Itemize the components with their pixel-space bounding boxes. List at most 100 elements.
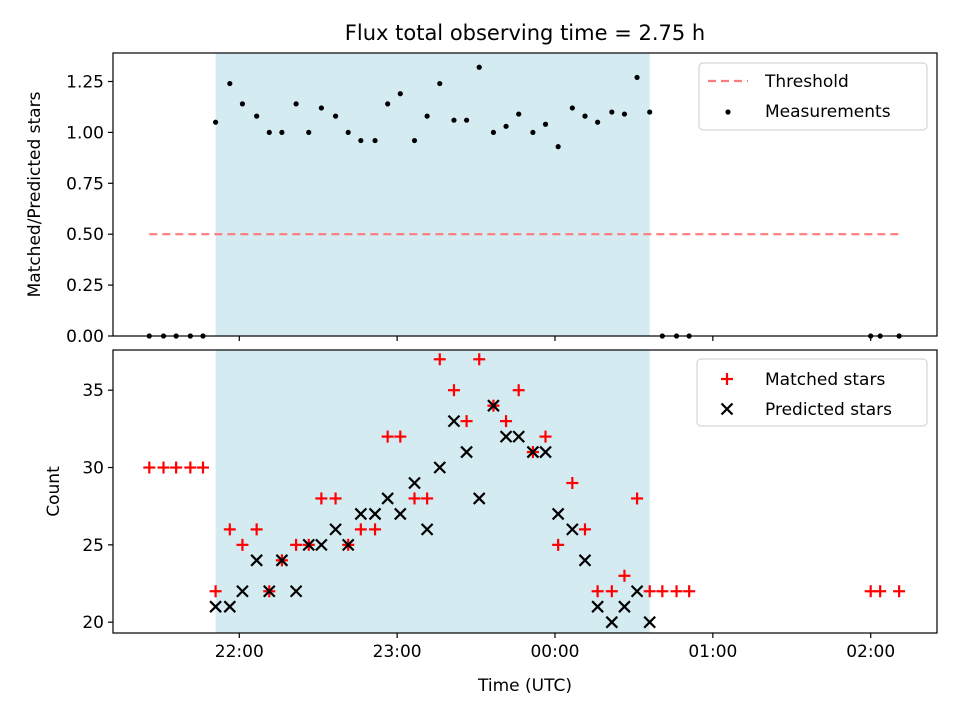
observing-window-shade-top: [215, 53, 650, 336]
measurement-point: [621, 111, 628, 117]
measurement-point: [569, 105, 575, 111]
measurement-point: [530, 129, 536, 136]
predicted-star-marker: [354, 507, 368, 521]
measurement-point: [318, 105, 324, 111]
measurement-point: [397, 91, 403, 97]
matched-star-marker: [539, 430, 552, 443]
measurement-point: [503, 123, 509, 129]
axes-frame-bottom: [112, 349, 938, 634]
predicted-star-marker: [472, 492, 486, 505]
matched-star-marker: [618, 569, 631, 582]
measurement-point: [490, 129, 497, 136]
matched-star-marker: [196, 461, 209, 474]
x-ticks-bottom: 22:00 23:00 00:00 01:00 02:00: [215, 633, 895, 662]
predicted-star-marker: [381, 492, 394, 505]
measurement-point: [424, 113, 430, 119]
x-tick-label: 22:00: [215, 642, 264, 662]
matched-star-marker: [447, 384, 460, 397]
y-tick-label: 20: [82, 613, 104, 633]
predicted-star-marker: [394, 507, 407, 521]
legend-box-bottom: [696, 358, 928, 427]
matched-star-marker: [381, 430, 394, 443]
y-tick-label: 25: [82, 536, 104, 556]
predicted-star-marker: [289, 584, 303, 598]
measurement-point: [358, 137, 364, 144]
matched-star-marker: [683, 585, 696, 598]
matched-star-marker: [250, 523, 263, 536]
predicted-star-marker: [499, 430, 513, 443]
matched-star-marker: [209, 585, 222, 598]
y-axis-label-bottom: Count: [44, 466, 64, 517]
legend-box-top: [698, 62, 928, 131]
panel-counts: 20 25 30 35 22:00 23:00 00:00 01:00 02:00 Count…: [44, 349, 938, 696]
matched-star-marker: [874, 585, 887, 598]
measurement-point: [411, 137, 418, 144]
matched-star-marker: [605, 585, 618, 598]
panel-ratio: 0.00 0.25 0.50 0.75 1.00 1.25 Matched/Predict…: [25, 52, 938, 347]
matched-star-marker: [433, 353, 446, 366]
predicted-star-marker: [275, 554, 289, 567]
measurement-point: [332, 113, 339, 119]
matched-star-marker: [578, 523, 591, 536]
predicted-star-marker: [209, 600, 222, 613]
y-tick-label: 0.50: [66, 225, 104, 245]
matched-star-marker: [473, 353, 486, 366]
predicted-star-marker: [341, 538, 355, 552]
matched-star-marker: [631, 492, 644, 505]
measurement-point: [266, 129, 272, 136]
y-tick-label: 35: [82, 381, 104, 401]
measurement-point: [647, 109, 653, 115]
x-tick-label: 00:00: [530, 642, 579, 662]
legend-threshold-label: Threshold: [764, 72, 849, 92]
legend-matched-label: Matched stars: [765, 370, 885, 390]
predicted-stars-markers: [209, 399, 656, 629]
y-tick-label: 1.25: [66, 73, 104, 93]
measurement-point: [516, 111, 522, 117]
x-ticks-top: [238, 336, 872, 341]
y-tick-label: 0.75: [66, 174, 104, 194]
observing-window-shade-bottom: [215, 350, 650, 633]
measurement-point: [582, 113, 588, 119]
matched-star-marker: [354, 523, 367, 536]
predicted-star-marker: [630, 584, 644, 598]
matched-star-marker: [512, 384, 525, 397]
matched-star-marker: [170, 461, 183, 474]
legend-x-marker: [720, 402, 734, 416]
legend-predicted-swatch: [720, 402, 734, 416]
matched-star-marker: [591, 585, 604, 598]
measurement-point: [345, 129, 351, 136]
predicted-star-marker: [539, 445, 552, 459]
matched-star-marker: [315, 492, 328, 505]
matched-star-marker: [223, 523, 236, 536]
measurement-point: [372, 137, 378, 144]
matched-star-marker: [329, 492, 342, 505]
measurement-point: [463, 117, 470, 123]
measurement-point: [239, 101, 246, 107]
predicted-star-marker: [433, 461, 447, 474]
measurement-point: [227, 80, 233, 87]
matched-star-marker: [394, 430, 407, 443]
matched-star-marker: [236, 538, 249, 551]
matched-star-marker: [421, 492, 434, 505]
predicted-star-marker: [236, 584, 249, 598]
matched-star-marker: [157, 461, 170, 474]
predicted-star-marker: [329, 523, 342, 536]
matched-star-marker: [566, 476, 579, 489]
measurement-point: [254, 113, 260, 119]
legend-predicted-label: Predicted stars: [765, 400, 892, 420]
predicted-star-marker: [315, 538, 328, 552]
predicted-star-marker: [618, 600, 631, 613]
matched-star-marker: [552, 538, 565, 551]
measurement-point: [306, 129, 312, 136]
measurement-point: [542, 121, 549, 127]
measurement-point: [555, 144, 561, 150]
legend-plus-marker: [721, 373, 733, 385]
chart-title: Flux total observing time = 2.75 h: [345, 21, 705, 45]
x-tick-label: 01:00: [688, 642, 737, 662]
measurement-point: [451, 117, 457, 123]
y-ticks-bottom: 20 25 30 35: [82, 381, 113, 633]
y-tick-label: 30: [82, 459, 104, 479]
y-tick-label: 0.25: [66, 276, 104, 296]
predicted-star-marker: [250, 554, 263, 567]
